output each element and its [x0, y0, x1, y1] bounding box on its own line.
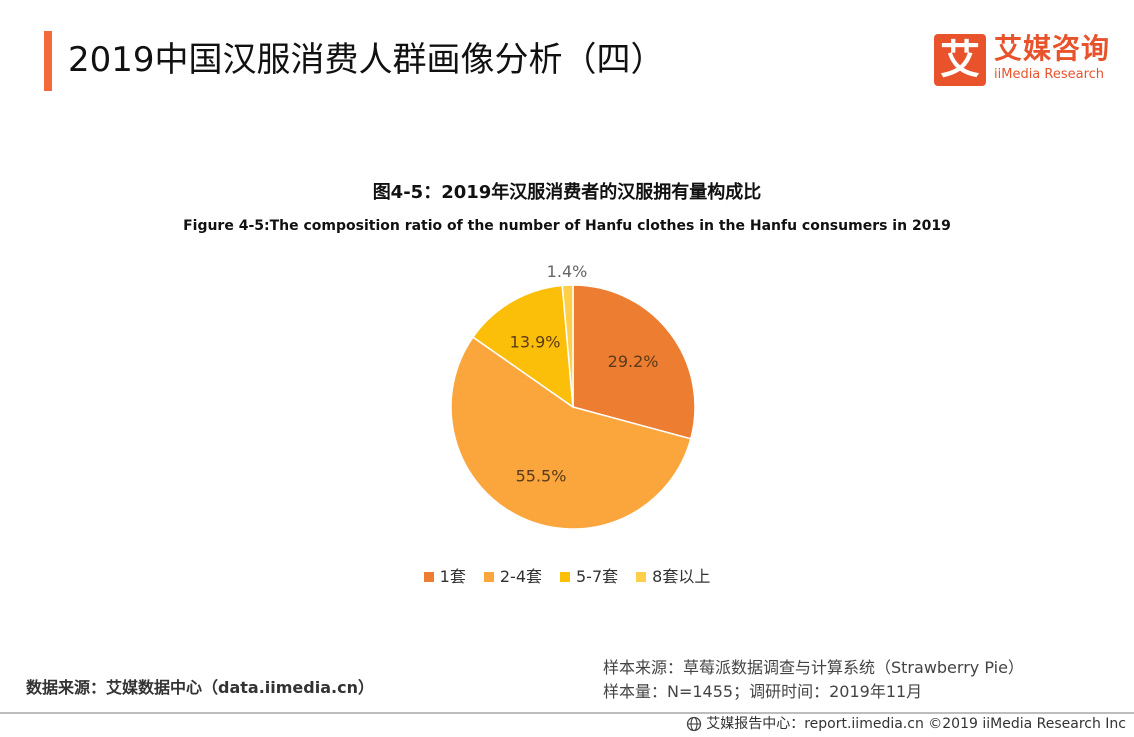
pie-slice-2	[450, 336, 692, 530]
legend-label-1: 1套	[439, 567, 466, 586]
legend-swatch-1	[423, 572, 434, 582]
legend-swatch-4	[636, 572, 647, 582]
pie-data-label-3: 13.9%	[510, 333, 561, 352]
legend-label-3: 5-7套	[576, 567, 619, 586]
legend-item-4: 8套以上	[636, 566, 710, 588]
legend-item-2: 2-4套	[483, 566, 542, 588]
sample-source: 样本来源：草莓派数据调查与计算系统（Strawberry Pie）	[603, 658, 1024, 677]
pie-data-label-2: 55.5%	[516, 467, 567, 486]
logo-name-en: iiMedia Research	[994, 67, 1105, 82]
chart-subtitle: Figure 4-5:The composition ratio of the …	[183, 218, 951, 234]
sample-info: 样本来源：草莓派数据调查与计算系统（Strawberry Pie） 样本量：N=…	[603, 656, 1024, 704]
legend-swatch-2	[483, 572, 494, 582]
page-title: 2019中国汉服消费人群画像分析（四）	[68, 40, 665, 80]
legend-label-4: 8套以上	[652, 567, 711, 586]
legend-item-3: 5-7套	[560, 566, 618, 588]
pie-slice-3	[471, 284, 574, 409]
legend-item-1: 1套	[423, 566, 466, 588]
pie-data-label-4: 1.4%	[547, 262, 588, 281]
globe-icon	[687, 716, 702, 732]
title-accent-bar	[44, 31, 52, 91]
sample-size: 样本量：N=1455；调研时间：2019年11月	[603, 682, 923, 701]
logo-mark: 艾	[940, 37, 980, 83]
iimedia-logo: 艾 艾媒咨询 iiMedia Research	[934, 32, 1114, 86]
chart-title: 图4-5：2019年汉服消费者的汉服拥有量构成比	[372, 182, 762, 203]
legend-swatch-3	[560, 572, 570, 582]
pie-slice-1	[572, 284, 696, 440]
pie-slice-4	[561, 284, 574, 408]
footer-copyright: 艾媒报告中心：report.iimedia.cn ©2019 iiMedia R…	[686, 713, 1126, 735]
chart-legend: 1套 2-4套 5-7套 8套以上	[0, 566, 1134, 588]
data-source: 数据来源：艾媒数据中心（data.iimedia.cn）	[26, 678, 374, 697]
logo-mark-box	[934, 34, 986, 86]
pie-data-label-1: 29.2%	[608, 352, 659, 371]
logo-name-cn: 艾媒咨询	[994, 32, 1111, 65]
copyright-text: 艾媒报告中心：report.iimedia.cn ©2019 iiMedia R…	[706, 716, 1126, 732]
footer-divider	[0, 712, 1134, 714]
legend-label-2: 2-4套	[499, 567, 542, 586]
